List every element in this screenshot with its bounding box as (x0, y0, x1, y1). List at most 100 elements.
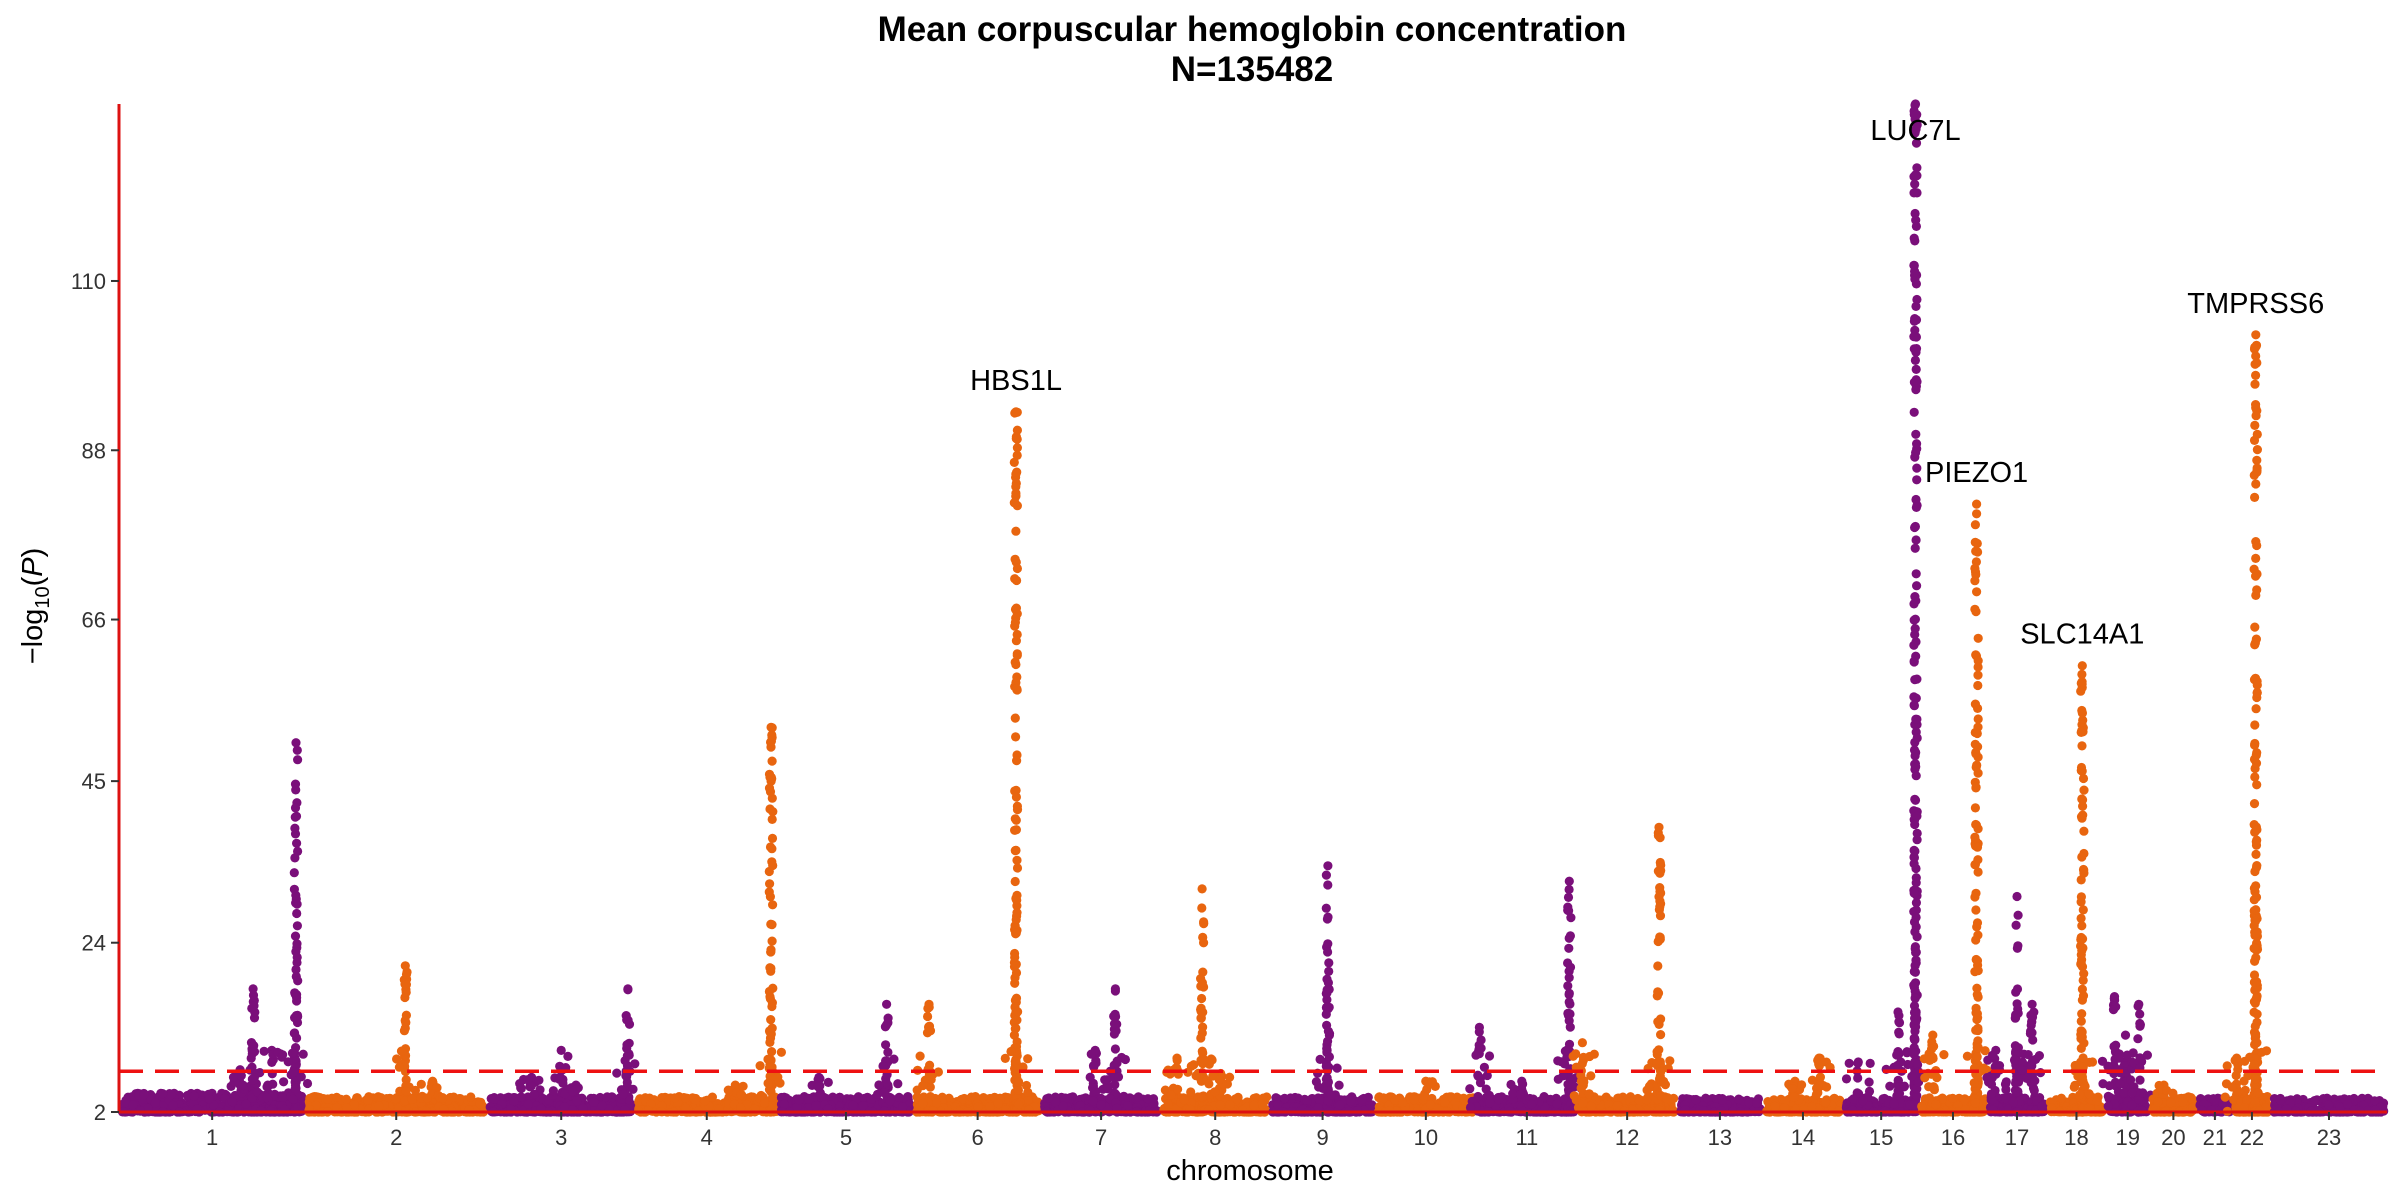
snp-point (168, 1100, 178, 1111)
snp-point (401, 980, 411, 990)
snp-point (1249, 1100, 1259, 1111)
peak-lead-snp (1564, 876, 1574, 886)
snp-point (1484, 1051, 1495, 1061)
peak-lead-snp (924, 999, 934, 1009)
snp-point (246, 1053, 256, 1063)
snp-point (249, 1041, 259, 1051)
peak-lead-snp (291, 738, 301, 748)
peak-lead-snp (1110, 984, 1120, 994)
snp-point (1012, 467, 1022, 477)
snp-point (767, 936, 777, 946)
snp-point (767, 1047, 777, 1057)
snp-point (1471, 1050, 1481, 1060)
snp-point (259, 1046, 269, 1056)
snp-point (396, 1046, 407, 1056)
snp-point (618, 1089, 628, 1099)
snp-point (1315, 1054, 1325, 1064)
snp-point (1086, 1049, 1096, 1059)
snp-point (1196, 1092, 1207, 1102)
snp-point (475, 1098, 485, 1109)
snp-point (1197, 993, 1207, 1004)
snp-point (1280, 1093, 1290, 1103)
snp-point (680, 1093, 691, 1103)
snp-point (707, 1092, 718, 1102)
snp-point (1419, 1092, 1429, 1102)
snp-point (298, 1049, 308, 1059)
snp-point (416, 1079, 426, 1089)
snp-point (1326, 1090, 1336, 1100)
snp-point (1011, 603, 1022, 613)
chromosome-2-points (304, 961, 488, 1117)
snp-point (993, 1098, 1003, 1109)
snp-point (292, 957, 302, 968)
snp-point (1044, 1093, 1054, 1103)
snp-point (1564, 884, 1574, 895)
snp-point (1179, 1095, 1189, 1105)
snp-point (1013, 1007, 1023, 1017)
snp-point (189, 1091, 199, 1101)
snp-point (764, 783, 775, 793)
peak-lead-snp (814, 1072, 824, 1082)
snp-point (341, 1094, 351, 1104)
snp-point (1123, 1101, 1133, 1111)
snp-point (401, 1086, 411, 1096)
peak-lead-snp (1323, 861, 1333, 871)
snp-point (766, 963, 776, 974)
snp-point (1440, 1097, 1450, 1107)
snp-point (1332, 1063, 1342, 1073)
snp-point (1564, 943, 1574, 953)
snp-point (1425, 1100, 1436, 1110)
snp-point (1565, 962, 1576, 972)
snp-point (1011, 928, 1021, 938)
snp-point (515, 1079, 525, 1089)
snp-point (1143, 1094, 1153, 1104)
snp-point (1565, 1022, 1575, 1032)
snp-point (1088, 1096, 1098, 1106)
snp-point (290, 988, 300, 998)
snp-point (630, 1059, 640, 1069)
peak-lead-snp (766, 722, 776, 732)
snp-point (509, 1096, 519, 1106)
snp-point (394, 1062, 404, 1072)
snp-point (1565, 999, 1575, 1009)
snp-point (889, 1054, 899, 1064)
snp-point (756, 1090, 766, 1101)
snp-point (1011, 993, 1022, 1003)
snp-point (766, 919, 776, 929)
snp-point (290, 1013, 300, 1023)
snp-point (1474, 1040, 1484, 1050)
snp-point (1322, 914, 1332, 924)
snp-point (1013, 1085, 1024, 1095)
snp-point (290, 803, 301, 813)
snp-point (1378, 1093, 1389, 1103)
snp-point (291, 890, 301, 900)
peak-lead-snp (1474, 1022, 1484, 1032)
snp-point (523, 1075, 533, 1085)
snp-point (287, 1048, 298, 1058)
snp-point (1109, 1029, 1119, 1039)
snp-point (120, 1098, 130, 1108)
snp-point (1539, 1092, 1549, 1102)
chromosome-1-points (117, 738, 313, 1117)
snp-point (1011, 732, 1021, 742)
chart-subtitle: N=135482 (1171, 50, 1334, 89)
snp-point (568, 1086, 578, 1097)
snp-point (516, 1092, 526, 1102)
snp-point (1563, 892, 1574, 903)
snp-point (765, 994, 776, 1004)
snp-point (1012, 629, 1022, 640)
snp-point (1526, 1099, 1537, 1109)
snp-point (407, 1094, 417, 1104)
snp-point (248, 1075, 258, 1085)
snp-point (438, 1093, 448, 1103)
snp-point (241, 1099, 251, 1109)
snp-point (1012, 672, 1022, 682)
snp-point (1023, 1054, 1033, 1064)
snp-point (1346, 1096, 1356, 1106)
snp-point (1012, 756, 1022, 766)
snp-point (1225, 1100, 1235, 1110)
snp-point (293, 976, 303, 986)
snp-point (204, 1094, 215, 1104)
snp-point (894, 1092, 904, 1102)
snp-point (1011, 659, 1021, 670)
